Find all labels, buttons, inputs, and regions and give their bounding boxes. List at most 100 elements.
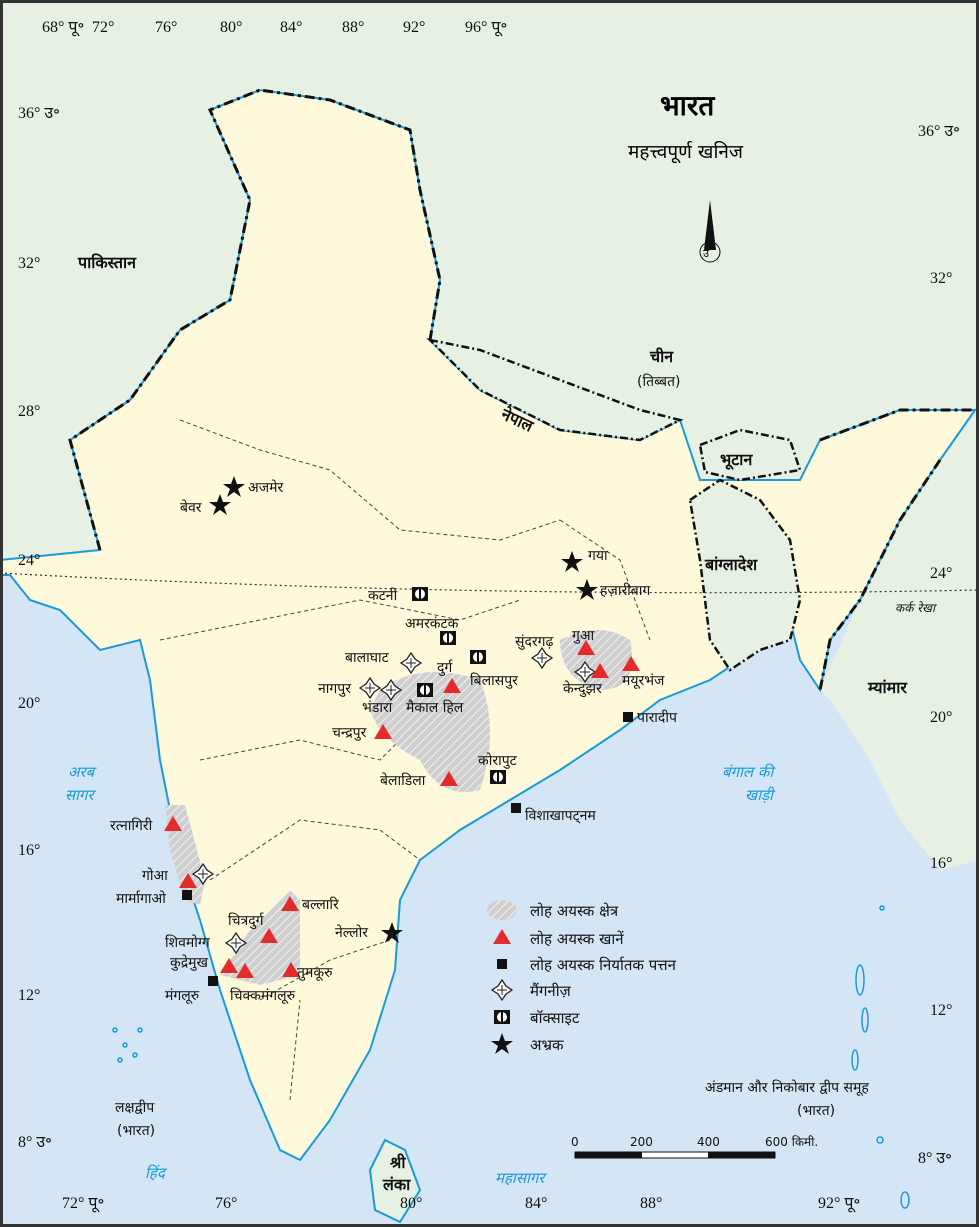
svg-text:36° उ॰: 36° उ॰ <box>18 105 60 122</box>
svg-text:लंका: लंका <box>382 1175 411 1194</box>
svg-text:अरब: अरब <box>68 763 98 781</box>
svg-text:24°: 24° <box>930 565 952 582</box>
svg-text:32°: 32° <box>18 255 40 272</box>
legend-black-square-icon <box>497 959 507 969</box>
svg-text:लोह अयस्क क्षेत्र: लोह अयस्क क्षेत्र <box>530 902 619 920</box>
svg-text:भूटान: भूटान <box>720 450 753 470</box>
svg-text:कोरापुट: कोरापुट <box>478 752 518 769</box>
svg-text:32°: 32° <box>930 270 952 287</box>
state-borders <box>159 419 651 1101</box>
svg-text:अजमेर: अजमेर <box>248 479 283 496</box>
ore-area-karnataka <box>220 890 300 985</box>
port-marmagao <box>182 890 192 900</box>
map-subtitle: महत्त्वपूर्ण खनिज <box>628 140 744 164</box>
svg-text:चन्द्रपुर: चन्द्रपुर <box>332 725 367 741</box>
port-visakhapatnam <box>511 803 521 813</box>
svg-text:महासागर: महासागर <box>495 1169 547 1187</box>
svg-text:72° पू॰: 72° पू॰ <box>62 1195 104 1213</box>
svg-text:खाड़ी: खाड़ी <box>745 786 776 804</box>
svg-text:मयूरभंज: मयूरभंज <box>622 673 665 689</box>
svg-text:मैंगनीज़: मैंगनीज़ <box>530 982 572 1000</box>
svg-text:दुर्ग: दुर्ग <box>437 659 453 677</box>
svg-text:गुआ: गुआ <box>572 628 595 644</box>
svg-text:म्यांमार: म्यांमार <box>867 678 908 697</box>
svg-text:भंडारा: भंडारा <box>362 700 393 716</box>
svg-text:हिंद: हिंद <box>145 1164 168 1182</box>
bangladesh <box>688 478 802 672</box>
svg-text:गोआ: गोआ <box>142 867 169 884</box>
tropic-label: कर्क रेखा <box>895 601 938 615</box>
svg-text:लोह अयस्क खानें: लोह अयस्क खानें <box>530 930 624 948</box>
svg-text:केन्दुझर: केन्दुझर <box>563 680 602 698</box>
bauxite-bilaspur <box>469 649 487 665</box>
svg-text:88°: 88° <box>342 19 364 36</box>
port-mangaluru <box>208 976 218 986</box>
legend: लोह अयस्क क्षेत्र लोह अयस्क खानें लोह अय… <box>487 900 677 1054</box>
bauxite-amarkantak <box>439 630 457 646</box>
svg-text:200: 200 <box>630 1135 653 1149</box>
svg-text:84°: 84° <box>280 19 302 36</box>
svg-text:शिवमोग्ग: शिवमोग्ग <box>165 934 211 951</box>
svg-text:बांग्लादेश: बांग्लादेश <box>704 555 758 574</box>
svg-text:पाकिस्तान: पाकिस्तान <box>77 253 137 272</box>
svg-text:24°: 24° <box>18 552 40 569</box>
svg-text:36° उ॰: 36° उ॰ <box>918 123 960 140</box>
port-paradip <box>623 712 633 722</box>
svg-text:72°: 72° <box>92 19 114 36</box>
svg-text:12°: 12° <box>930 1002 952 1019</box>
svg-text:76°: 76° <box>215 1195 237 1212</box>
svg-text:16°: 16° <box>18 842 40 859</box>
svg-text:रत्नागिरी: रत्नागिरी <box>110 817 153 834</box>
svg-text:600 किमी.: 600 किमी. <box>765 1135 818 1149</box>
svg-text:लोह अयस्क निर्यातक पत्तन: लोह अयस्क निर्यातक पत्तन <box>530 956 677 974</box>
svg-text:बॉक्साइट: बॉक्साइट <box>530 1009 580 1027</box>
svg-text:0: 0 <box>571 1135 579 1149</box>
svg-text:विशाखापट्नम: विशाखापट्नम <box>525 807 596 824</box>
svg-text:बिलासपुर: बिलासपुर <box>470 672 518 689</box>
svg-text:नेल्लोर: नेल्लोर <box>335 924 368 941</box>
svg-text:80°: 80° <box>400 1195 422 1212</box>
bauxite-maikal <box>416 682 434 698</box>
ore-area-odisha <box>560 630 632 690</box>
svg-text:बालाघाट: बालाघाट <box>345 650 390 666</box>
svg-text:92° पू॰: 92° पू॰ <box>818 1195 860 1213</box>
bhutan <box>698 428 802 482</box>
nepal <box>426 337 684 442</box>
svg-text:बेलाडिला: बेलाडिला <box>380 772 426 789</box>
svg-text:20°: 20° <box>18 695 40 712</box>
bauxite-katni <box>411 586 429 602</box>
svg-text:मार्मागाओ: मार्मागाओ <box>116 890 167 907</box>
latitude-labels: 36° उ॰ 32° 28° 24° 20° 16° 12° 8° उ॰ 36° उ॰ 3… <box>18 105 960 1167</box>
svg-text:मंगलूरु: मंगलूरु <box>165 988 200 1004</box>
svg-text:68° पू॰: 68° पू॰ <box>42 19 84 37</box>
svg-text:अंडमान और निकोबार द्वीप समूह: अंडमान और निकोबार द्वीप समूह <box>705 1079 869 1096</box>
svg-text:96° पू॰: 96° पू॰ <box>465 19 507 37</box>
svg-text:चिक्कमंगलूरु: चिक्कमंगलूरु <box>230 987 296 1004</box>
place-labels: अजमेर बेवर गया हज़ारीबाग कटनी अमरकंटक बालाघ… <box>110 479 678 1004</box>
svg-text:सुंदरगढ़: सुंदरगढ़ <box>515 634 555 650</box>
svg-text:कुद्रेमुख: कुद्रेमुख <box>170 954 209 971</box>
svg-text:76°: 76° <box>155 19 177 36</box>
svg-text:बल्लारि: बल्लारि <box>302 896 339 913</box>
svg-text:पारादीप: पारादीप <box>637 709 678 726</box>
svg-text:उ: उ <box>703 247 710 260</box>
ore-area-central <box>370 672 490 792</box>
neighbor-land <box>0 0 979 560</box>
svg-text:(तिब्बत): (तिब्बत) <box>637 373 680 390</box>
svg-text:92°: 92° <box>403 19 425 36</box>
legend-hatched-area-icon <box>487 900 517 920</box>
islands <box>112 905 910 1209</box>
legend-bauxite-icon <box>493 1009 511 1025</box>
svg-text:श्री: श्री <box>390 1153 406 1172</box>
svg-text:20°: 20° <box>930 709 952 726</box>
svg-text:8° उ॰: 8° उ॰ <box>918 1150 952 1167</box>
sri-lanka <box>368 1138 422 1224</box>
international-border <box>68 88 975 691</box>
svg-text:8° उ॰: 8° उ॰ <box>18 1134 52 1151</box>
svg-text:(भारत): (भारत) <box>797 1103 835 1119</box>
svg-text:मैकाल हिल: मैकाल हिल <box>406 699 464 716</box>
svg-text:88°: 88° <box>640 1195 662 1212</box>
svg-text:गया: गया <box>588 548 608 564</box>
